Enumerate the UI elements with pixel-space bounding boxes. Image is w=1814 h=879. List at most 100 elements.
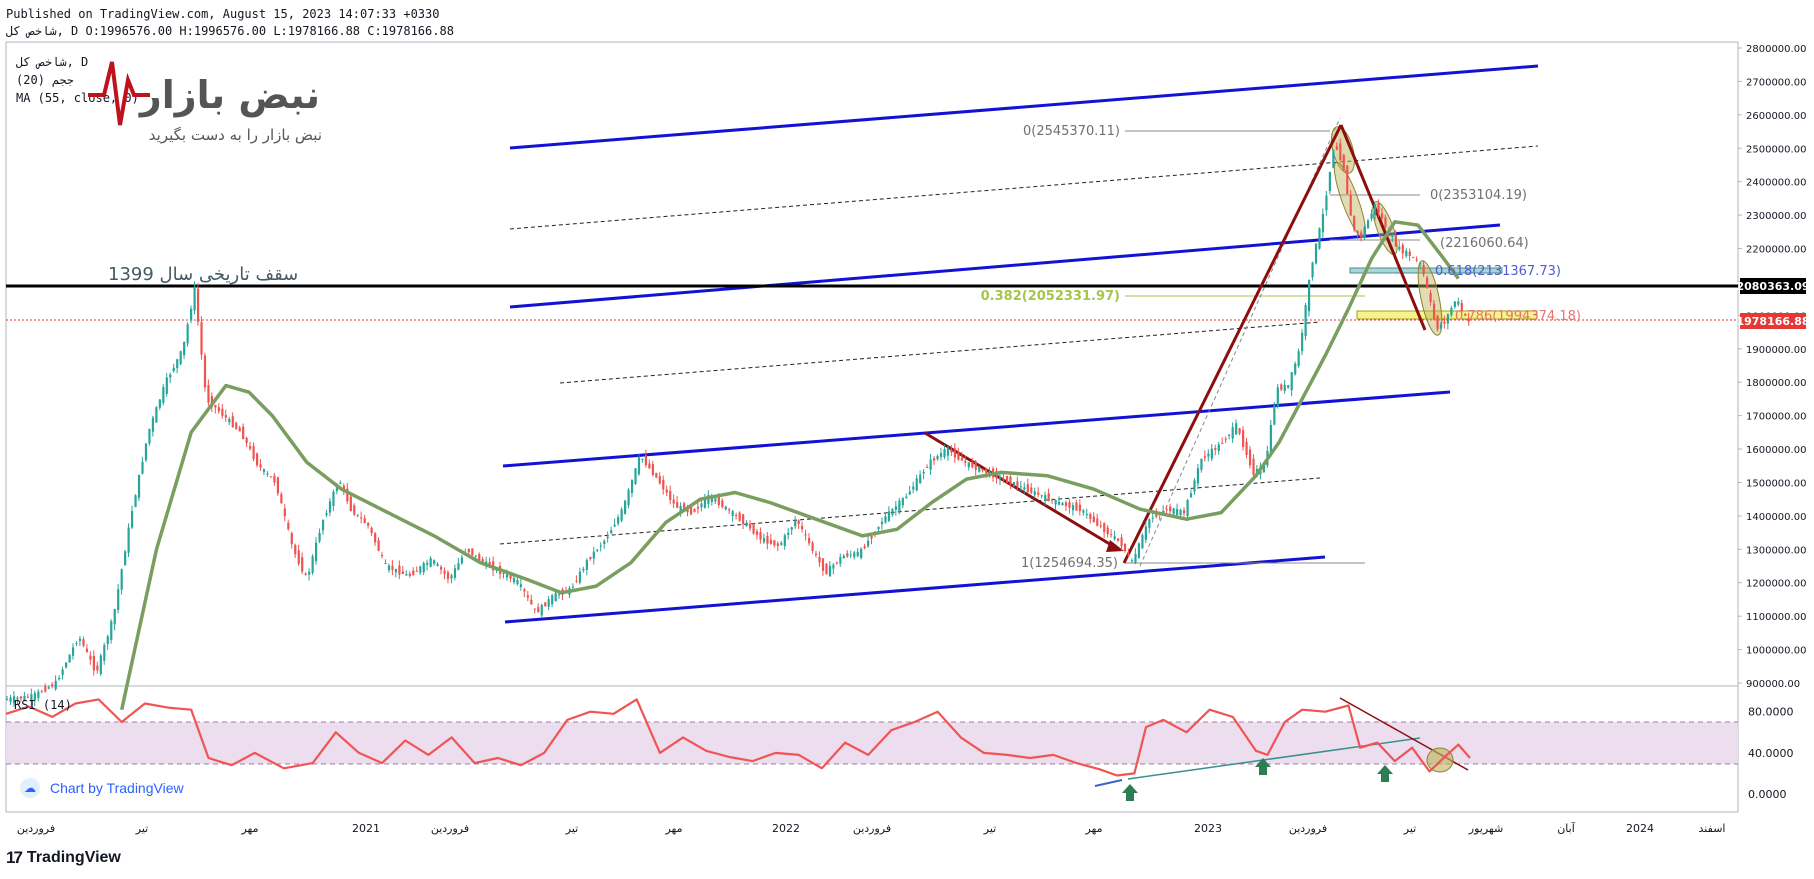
ma-line[interactable] [119, 220, 1460, 711]
candle-body [846, 553, 849, 557]
candle-body [804, 534, 807, 536]
candle-body [1009, 476, 1012, 485]
candle-body [398, 565, 401, 575]
candle-body [637, 457, 641, 475]
time-tick-label: مهر [664, 822, 682, 835]
channel-midline-2[interactable] [559, 321, 1321, 384]
candle-body [731, 511, 734, 516]
candle-body [759, 532, 762, 540]
candle-body [1130, 560, 1134, 562]
time-axis[interactable]: فروردین تیر مهر 2021 فروردین تیر مهر 2022 فروردی… [17, 821, 1726, 835]
candle-body [89, 655, 92, 660]
candle-body [505, 574, 509, 578]
trend-arrow-up[interactable] [1122, 124, 1343, 564]
channel-line-bottom[interactable] [504, 555, 1326, 624]
candle-body [571, 586, 575, 588]
green-up-arrow-1[interactable] [1122, 784, 1138, 801]
rsi-axis[interactable]: 80.0000 40.0000 0.0000 [1748, 706, 1794, 801]
last-price-tag [1740, 313, 1806, 329]
fib-2131-label: 0.618(2131367.73) [1435, 264, 1561, 279]
candle-body [130, 511, 134, 528]
candle-body [575, 580, 578, 582]
legend-indicator-1[interactable]: ججم (20) [16, 73, 74, 87]
price-tick-label: 1200000.00 [1746, 579, 1806, 590]
candle-body [887, 511, 891, 521]
candle-body [1248, 449, 1252, 466]
channel-line-upper-mid[interactable] [509, 223, 1501, 309]
candle-body [1203, 456, 1207, 458]
historic-ceiling-label: سقف تاریخی سال 1399 [108, 264, 298, 285]
candle-body [728, 509, 731, 511]
candle-body [828, 565, 832, 577]
candle-body [926, 466, 929, 468]
candle-body [554, 593, 557, 602]
candle-body [1068, 502, 1071, 508]
time-tick-label: مهر [240, 822, 258, 835]
candle-body [766, 535, 769, 544]
price-axis[interactable]: 900000.00 1000000.00 1100000.00 1200000.00 1… [1738, 44, 1806, 690]
candle-body [578, 571, 582, 583]
candle-body [672, 499, 675, 504]
green-up-arrow-3[interactable] [1377, 765, 1393, 782]
candle-body [1429, 292, 1432, 302]
channel-midline-1[interactable] [509, 145, 1539, 230]
candle-body [419, 566, 422, 573]
channel-line-lower-mid[interactable] [502, 390, 1451, 468]
candle-body [1283, 384, 1286, 392]
candle-body [224, 415, 227, 418]
candle-body [752, 523, 755, 534]
candle-body [155, 407, 158, 423]
rsi-tick-label: 80.0000 [1748, 706, 1794, 719]
candle-body [856, 551, 859, 557]
trend-arrow-decline[interactable] [924, 431, 1119, 551]
fib-zone-teal[interactable] [1349, 267, 1503, 274]
candle-body [16, 697, 19, 700]
candle-body [634, 468, 637, 484]
tradingview-brand[interactable]: 17 TradingView [6, 848, 121, 868]
candle-body [1214, 448, 1217, 450]
channel-line-top[interactable] [509, 64, 1539, 150]
rsi-line[interactable] [5, 698, 1471, 777]
candle-body [1318, 228, 1321, 249]
candle-body [745, 522, 748, 527]
candle-body [1353, 216, 1356, 230]
legend-indicator-2[interactable]: MA (55, close, 0) [16, 91, 139, 105]
candle-body [1141, 535, 1144, 549]
candle-body [377, 540, 380, 551]
price-pane[interactable] [5, 41, 1739, 687]
candle-body [273, 475, 276, 483]
candle-body [1078, 504, 1082, 511]
watermark-logo-text: نبض بازار [138, 73, 320, 117]
candle-body [679, 506, 682, 511]
candle-body [1356, 231, 1359, 234]
candle-body [245, 437, 248, 443]
candle-body [214, 405, 217, 408]
price-tick-label: 2500000.00 [1746, 144, 1806, 155]
candle-body [693, 509, 696, 512]
green-up-arrow-2[interactable] [1255, 758, 1271, 775]
published-line: Published on TradingView.com, August 15,… [6, 7, 440, 21]
candle-body [446, 572, 450, 579]
candle-body [54, 680, 57, 690]
candle-body [1314, 243, 1318, 264]
candle-body [1196, 468, 1200, 484]
tradingview-logo-icon: 17 [6, 848, 23, 867]
candle-body [117, 589, 120, 610]
legend-symbol[interactable]: شاخص کل, D [16, 55, 88, 70]
time-tick-label: فروردین [431, 822, 469, 835]
candle-body [703, 498, 707, 508]
candle-body [1002, 478, 1005, 480]
candle-body [148, 428, 151, 444]
rsi-legend[interactable]: RSI (14) [14, 698, 72, 712]
trend-arrow-down[interactable] [1339, 124, 1427, 331]
candle-body [1210, 448, 1213, 459]
candle-body [1092, 516, 1095, 523]
candle-body [92, 656, 95, 671]
candle-body [249, 446, 252, 449]
candle-body [1165, 509, 1168, 511]
candle-body [82, 639, 85, 646]
chart-by-tradingview-link[interactable]: ☁ Chart by TradingView [20, 774, 184, 802]
time-tick-label: 2023 [1194, 822, 1222, 835]
